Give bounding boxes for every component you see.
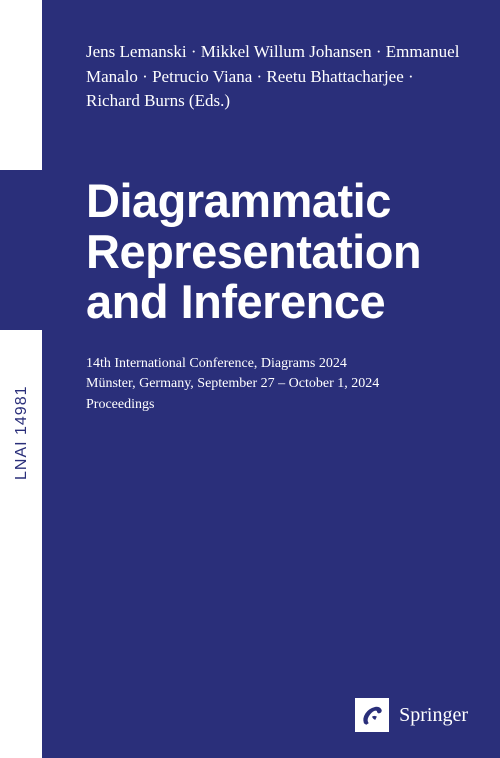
cover-main-panel: Jens Lemanski · Mikkel Willum Johansen ·… — [42, 0, 500, 758]
book-cover: LNAI 14981 Jens Lemanski · Mikkel Willum… — [0, 0, 500, 758]
publisher-name: Springer — [399, 704, 468, 727]
spine-series-label: LNAI 14981 — [13, 385, 31, 480]
springer-horse-icon — [355, 698, 389, 732]
subtitle-location-date: Münster, Germany, September 27 – October… — [86, 374, 464, 394]
book-title: Diagrammatic Representation and Inferenc… — [86, 176, 464, 328]
book-subtitle: 14th International Conference, Diagrams … — [86, 354, 464, 415]
subtitle-conference: 14th International Conference, Diagrams … — [86, 354, 464, 374]
editors-list: Jens Lemanski · Mikkel Willum Johansen ·… — [86, 40, 464, 114]
publisher-block: Springer — [355, 698, 468, 732]
subtitle-proceedings: Proceedings — [86, 395, 464, 415]
spine: LNAI 14981 — [0, 0, 42, 758]
spine-accent-block — [0, 170, 42, 330]
